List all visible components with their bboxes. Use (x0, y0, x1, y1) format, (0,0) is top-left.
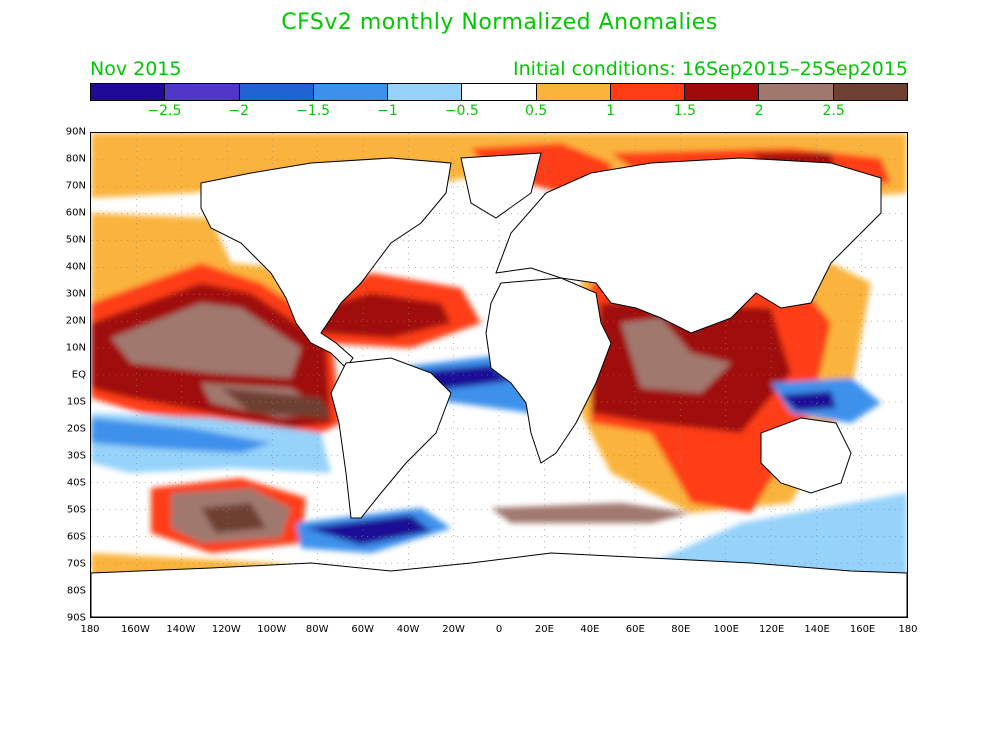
colorbar-label: −2 (228, 103, 250, 119)
anomaly-indian-brown (621, 318, 731, 393)
anomaly-southern-brown (491, 503, 691, 523)
colorbar-segment (165, 84, 240, 100)
longitude-label: 60W (351, 624, 374, 635)
latitude-label: 80N (65, 153, 86, 165)
longitude-label: 80E (671, 624, 691, 635)
colorbar-segment (313, 84, 389, 100)
colorbar-label: −1 (377, 103, 398, 119)
latitude-label: 80S (66, 585, 86, 597)
latitude-label: 90S (66, 612, 86, 624)
longitude-label: 180 (80, 624, 100, 635)
anomaly-spacific-midblue (91, 418, 271, 453)
colorbar-segment (610, 84, 686, 100)
latitude-label: 60S (66, 531, 86, 543)
colorbar-segment (462, 84, 537, 100)
colorbar-segment (536, 84, 611, 100)
longitude-label: 100W (257, 624, 287, 635)
latitude-label: 70S (66, 558, 86, 570)
longitude-label: 20E (534, 624, 554, 635)
latitude-label: 10N (65, 342, 86, 354)
longitude-label: 160W (120, 624, 150, 635)
latitude-label: EQ (71, 369, 86, 381)
colorbar-segment (685, 84, 760, 100)
longitude-label: 120E (758, 624, 785, 635)
coastlines (91, 152, 907, 617)
latitude-label: 20N (65, 315, 86, 327)
anomaly-spacific-darkbrown (201, 503, 266, 533)
colorbar-segment (759, 84, 834, 100)
colorbar-label: −1.5 (296, 103, 331, 119)
continent-africa (485, 277, 612, 464)
longitude-label: 100E (713, 624, 739, 635)
latitude-label: 50S (66, 504, 86, 516)
latitude-label: 60N (65, 207, 86, 219)
colorbar-label: 2 (754, 103, 764, 119)
continent-south-america (330, 357, 452, 519)
latitude-label: 10S (66, 396, 86, 408)
continent-north-america (200, 157, 452, 369)
longitude-label: 80W (305, 624, 329, 635)
latitude-label: 50N (65, 234, 86, 246)
continent-antarctica (91, 552, 907, 617)
latitude-label: 70N (65, 180, 86, 192)
longitude-label: 120W (211, 624, 241, 635)
continent-eurasia (495, 157, 882, 334)
valid-month-label: Nov 2015 (90, 58, 182, 80)
colorbar-segment (388, 84, 463, 100)
longitude-label: 0 (495, 624, 503, 635)
longitude-label: 40E (580, 624, 600, 635)
anomaly-pacific-brown (111, 303, 301, 378)
colorbar (90, 83, 908, 101)
chart-title: CFSv2 monthly Normalized Anomalies (281, 10, 718, 35)
colorbar-label: 0.5 (525, 103, 548, 119)
latitude-label: 20S (66, 423, 86, 435)
latitude-label: 40N (65, 261, 86, 273)
colorbar-segment (239, 84, 314, 100)
colorbar-segment (833, 84, 907, 100)
latitude-label: 30S (66, 450, 86, 462)
anomaly-nino-darkbrown (221, 388, 331, 418)
anomaly-map (90, 132, 908, 618)
longitude-label: 40W (396, 624, 420, 635)
continent-greenland (460, 152, 542, 219)
longitude-label: 140E (804, 624, 830, 635)
colorbar-label: 1 (606, 103, 615, 119)
longitude-label: 20W (442, 624, 465, 635)
colorbar-label: −2.5 (147, 103, 182, 119)
longitude-label: 60E (625, 624, 645, 635)
colorbar-segment (91, 84, 166, 100)
colorbar-label: 1.5 (673, 103, 697, 119)
anomaly-maritime-darkblue (781, 391, 836, 411)
anomaly-drake-darkblue (306, 515, 431, 545)
longitude-label: 140W (166, 624, 196, 635)
colorbar-label: −0.5 (444, 103, 479, 119)
longitude-label: 160E (849, 624, 876, 635)
colorbar-label: 2.5 (822, 103, 845, 119)
latitude-label: 30N (65, 288, 86, 300)
continent-australia (760, 417, 852, 494)
initial-conditions-label: Initial conditions: 16Sep2015–25Sep2015 (513, 58, 908, 80)
latitude-label: 40S (66, 477, 86, 489)
longitude-label: 180 (898, 624, 918, 635)
latitude-label: 90N (65, 126, 86, 138)
